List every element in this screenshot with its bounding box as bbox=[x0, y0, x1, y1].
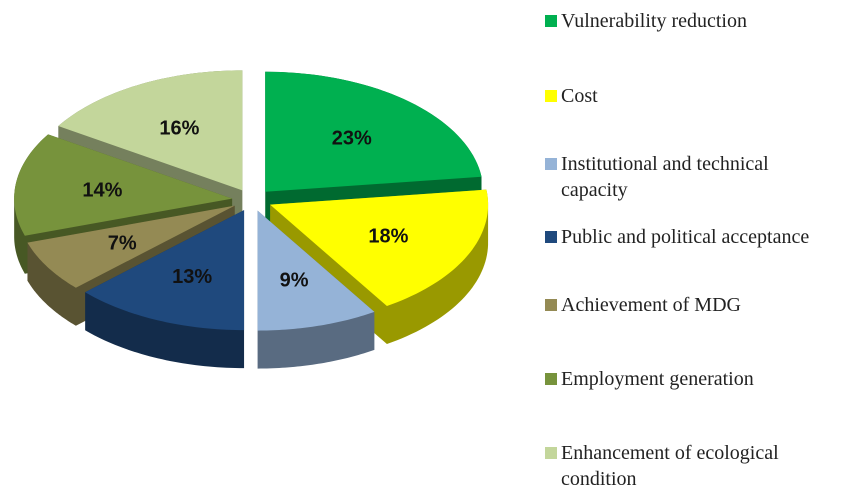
legend-item: Vulnerability reduction bbox=[545, 8, 835, 34]
legend-item: Employment generation bbox=[545, 366, 835, 392]
pie-chart: 16% 23% 14% 18% 7% 13% 9% bbox=[14, 70, 489, 369]
slice: 7% bbox=[27, 205, 235, 326]
slice: 23% bbox=[265, 71, 482, 230]
slice-top bbox=[58, 70, 243, 191]
slice-top bbox=[14, 134, 233, 236]
data-label: 14% bbox=[82, 180, 122, 202]
legend-label: Public and political acceptance bbox=[561, 226, 810, 248]
legend-swatch bbox=[545, 231, 557, 243]
slice: 13% bbox=[85, 210, 245, 369]
slice-top bbox=[270, 189, 489, 307]
legend-label: Vulnerability reduction bbox=[561, 10, 747, 32]
legend-swatch bbox=[545, 299, 557, 311]
legend-label: Employment generation bbox=[561, 368, 754, 390]
legend-label: Enhancement of ecological condition bbox=[561, 442, 779, 490]
data-label: 18% bbox=[368, 225, 408, 247]
legend-item: Public and political acceptance bbox=[545, 224, 835, 250]
data-label: 13% bbox=[172, 266, 212, 288]
slice: 18% bbox=[270, 189, 489, 345]
data-label: 16% bbox=[159, 117, 199, 139]
legend-swatch bbox=[545, 15, 557, 27]
legend-swatch bbox=[545, 158, 557, 170]
legend-item: Institutional and technical capacity bbox=[545, 151, 835, 203]
legend-item: Achievement of MDG bbox=[545, 292, 835, 318]
data-label: 9% bbox=[280, 270, 309, 292]
legend-swatch bbox=[545, 373, 557, 385]
slice-top bbox=[257, 210, 375, 331]
slice-top bbox=[265, 71, 482, 192]
legend-item: Cost bbox=[545, 83, 835, 109]
legend-item: Enhancement of ecological condition bbox=[545, 440, 835, 492]
data-label: 23% bbox=[332, 128, 372, 150]
data-label: 7% bbox=[108, 232, 137, 254]
legend-swatch bbox=[545, 447, 557, 459]
slice-top bbox=[85, 210, 245, 331]
legend-label: Cost bbox=[561, 85, 598, 107]
legend-label: Institutional and technical capacity bbox=[561, 153, 769, 201]
legend-label: Achievement of MDG bbox=[561, 294, 741, 316]
legend-swatch bbox=[545, 90, 557, 102]
slice: 9% bbox=[257, 210, 375, 369]
slice-top bbox=[27, 205, 235, 288]
